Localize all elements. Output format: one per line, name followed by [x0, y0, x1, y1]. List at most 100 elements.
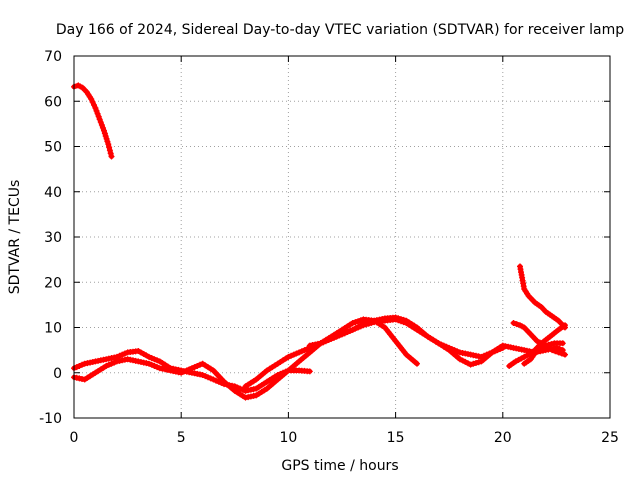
series-track-day-4 [306, 314, 506, 368]
data-point [298, 348, 305, 355]
data-point [558, 350, 565, 357]
data-point [549, 347, 556, 354]
data-point [347, 327, 353, 334]
x-tick-label: 15 [387, 430, 405, 446]
data-point [467, 361, 474, 368]
data-point [146, 360, 152, 367]
data-point [194, 363, 201, 369]
tick-layer: 0 5 10 15 20 25 -10 0 10 20 30 40 50 60 70 [39, 49, 619, 446]
data-point [454, 348, 461, 355]
y-axis-label: SDTVAR / TECUs [7, 180, 23, 295]
data-point [103, 363, 110, 369]
data-point [559, 340, 566, 347]
data-point [552, 348, 559, 355]
data-point [352, 319, 359, 326]
data-point [111, 359, 118, 366]
data-point [148, 361, 155, 368]
data-point [400, 316, 407, 323]
data-point [154, 357, 161, 364]
data-point [199, 372, 206, 378]
data-point [519, 277, 526, 284]
data-point [414, 360, 420, 367]
data-point [93, 107, 100, 114]
data-point [103, 135, 110, 142]
data-point [513, 321, 520, 328]
series-layer [71, 82, 568, 401]
data-point [473, 360, 479, 366]
data-point [363, 320, 370, 327]
data-point [499, 344, 506, 351]
data-point [497, 346, 504, 352]
series-track-late [517, 263, 568, 331]
data-point [73, 364, 80, 371]
data-point [107, 150, 114, 157]
data-point [104, 138, 111, 145]
data-point [105, 141, 112, 148]
data-point [462, 358, 469, 365]
data-point [545, 341, 552, 348]
data-point [328, 335, 335, 342]
data-point [336, 332, 343, 339]
data-point [296, 349, 303, 356]
data-point [548, 341, 555, 348]
data-point [392, 314, 399, 321]
y-tick-label: 70 [44, 49, 62, 65]
data-point [239, 386, 246, 393]
data-point [191, 364, 198, 371]
y-tick-label: 10 [44, 321, 62, 337]
data-point [148, 355, 155, 361]
data-point [562, 351, 568, 358]
data-point [288, 352, 295, 359]
data-point [325, 336, 332, 343]
y-tick-label: -10 [39, 411, 62, 427]
data-point [205, 374, 211, 381]
data-point [154, 364, 161, 371]
data-point [108, 153, 115, 160]
x-tick-label: 10 [279, 430, 297, 446]
data-point [98, 122, 105, 128]
data-point [105, 361, 112, 368]
data-point [360, 320, 367, 327]
data-point [99, 124, 106, 131]
data-point [349, 320, 356, 326]
data-point [341, 330, 348, 337]
data-point [339, 331, 345, 338]
data-point [108, 360, 115, 367]
x-tick-label: 25 [601, 430, 619, 446]
data-point [395, 315, 402, 322]
data-point [188, 365, 195, 372]
data-point [355, 318, 362, 325]
data-point [121, 350, 128, 357]
y-tick-label: 50 [44, 140, 62, 156]
data-point [202, 373, 209, 380]
data-point [470, 360, 477, 367]
data-point [456, 356, 463, 363]
data-point [101, 130, 108, 137]
y-tick-label: 0 [53, 366, 62, 382]
data-point [306, 368, 313, 375]
data-point [146, 353, 152, 360]
data-point [207, 375, 214, 382]
x-tick-label: 5 [177, 430, 186, 446]
data-point [102, 133, 109, 140]
data-point [510, 320, 517, 326]
data-point [94, 110, 101, 117]
y-tick-label: 60 [44, 94, 62, 110]
data-point [92, 105, 99, 111]
data-point [101, 127, 107, 134]
data-point [333, 333, 340, 340]
data-point [119, 351, 126, 358]
chart-title: Day 166 of 2024, Sidereal Day-to-day VTE… [56, 22, 624, 38]
data-point [96, 116, 103, 123]
data-point [97, 119, 104, 126]
data-point [494, 347, 501, 354]
y-tick-label: 40 [44, 185, 62, 201]
data-point [320, 339, 327, 346]
data-point [213, 377, 219, 384]
x-tick-label: 0 [70, 430, 79, 446]
data-point [365, 319, 372, 326]
series-track-late-4 [521, 340, 566, 367]
data-point [151, 356, 158, 363]
